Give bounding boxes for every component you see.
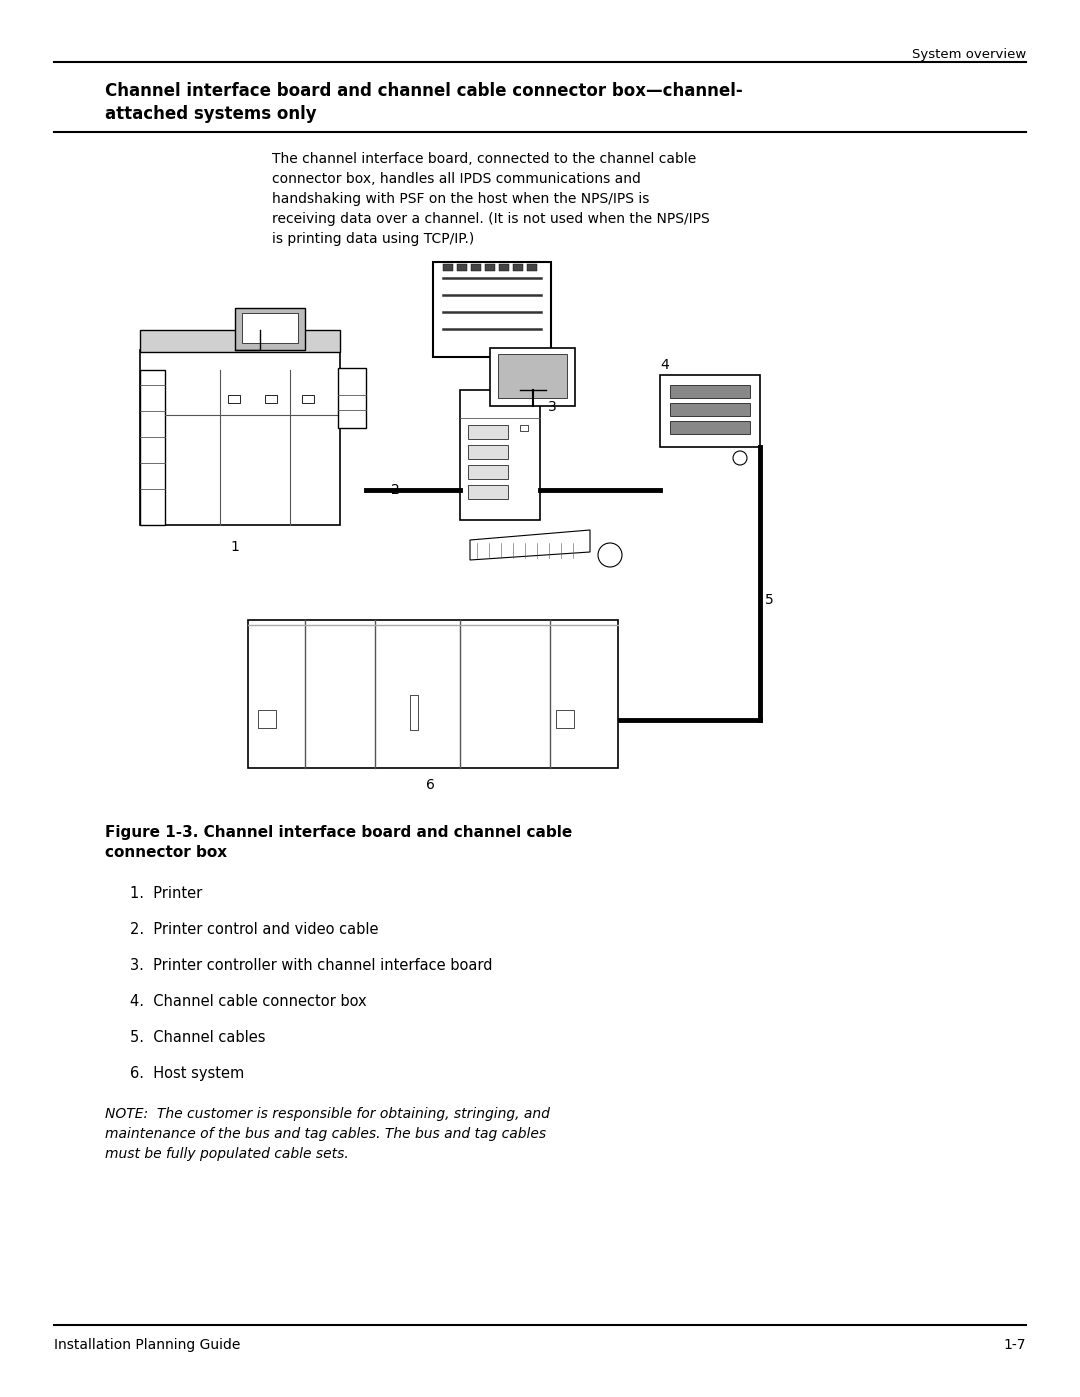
Bar (660, 374, 760, 447)
Bar (499, 264, 509, 271)
Text: 6: 6 (426, 778, 434, 792)
Bar (302, 395, 314, 402)
Bar (242, 313, 298, 344)
Bar (513, 264, 523, 271)
Bar (670, 386, 750, 398)
Bar (265, 395, 276, 402)
Text: 2: 2 (391, 483, 400, 497)
Polygon shape (470, 529, 590, 560)
Bar (410, 694, 418, 731)
Bar (460, 390, 540, 520)
Bar (471, 264, 481, 271)
Text: 4: 4 (660, 358, 669, 372)
Bar (490, 348, 575, 407)
Bar (527, 264, 537, 271)
Text: Channel interface board and channel cable connector box—channel-
attached system: Channel interface board and channel cabl… (105, 82, 743, 123)
Bar (443, 264, 453, 271)
Bar (498, 353, 567, 398)
Circle shape (598, 543, 622, 567)
Bar (670, 402, 750, 416)
Bar (338, 367, 366, 427)
Bar (140, 351, 340, 525)
Bar (235, 307, 305, 351)
Bar (468, 485, 508, 499)
Bar (670, 420, 750, 434)
Text: The channel interface board, connected to the channel cable
connector box, handl: The channel interface board, connected t… (272, 152, 710, 246)
Bar (468, 465, 508, 479)
Text: NOTE:  The customer is responsible for obtaining, stringing, and
maintenance of : NOTE: The customer is responsible for ob… (105, 1106, 550, 1161)
Text: 1: 1 (230, 541, 240, 555)
Bar (519, 425, 528, 432)
Text: 1-7: 1-7 (1003, 1338, 1026, 1352)
Bar (485, 264, 495, 271)
Bar (468, 425, 508, 439)
Text: System overview: System overview (912, 47, 1026, 61)
Text: 1.  Printer: 1. Printer (130, 886, 202, 901)
Bar (228, 395, 240, 402)
Bar (140, 370, 165, 525)
Text: Figure 1-3. Channel interface board and channel cable
connector box: Figure 1-3. Channel interface board and … (105, 826, 572, 861)
Circle shape (733, 451, 747, 465)
Bar (433, 263, 551, 358)
Text: 2.  Printer control and video cable: 2. Printer control and video cable (130, 922, 378, 937)
Bar (140, 330, 340, 352)
Text: Installation Planning Guide: Installation Planning Guide (54, 1338, 241, 1352)
Text: 3.  Printer controller with channel interface board: 3. Printer controller with channel inter… (130, 958, 492, 972)
Bar (468, 446, 508, 460)
Text: 5.  Channel cables: 5. Channel cables (130, 1030, 266, 1045)
Text: 6.  Host system: 6. Host system (130, 1066, 244, 1081)
Bar (258, 710, 276, 728)
Bar (248, 620, 618, 768)
Bar (556, 710, 573, 728)
Text: 5: 5 (765, 592, 773, 608)
Text: 4.  Channel cable connector box: 4. Channel cable connector box (130, 995, 366, 1009)
Bar (457, 264, 467, 271)
Text: 3: 3 (548, 400, 557, 414)
